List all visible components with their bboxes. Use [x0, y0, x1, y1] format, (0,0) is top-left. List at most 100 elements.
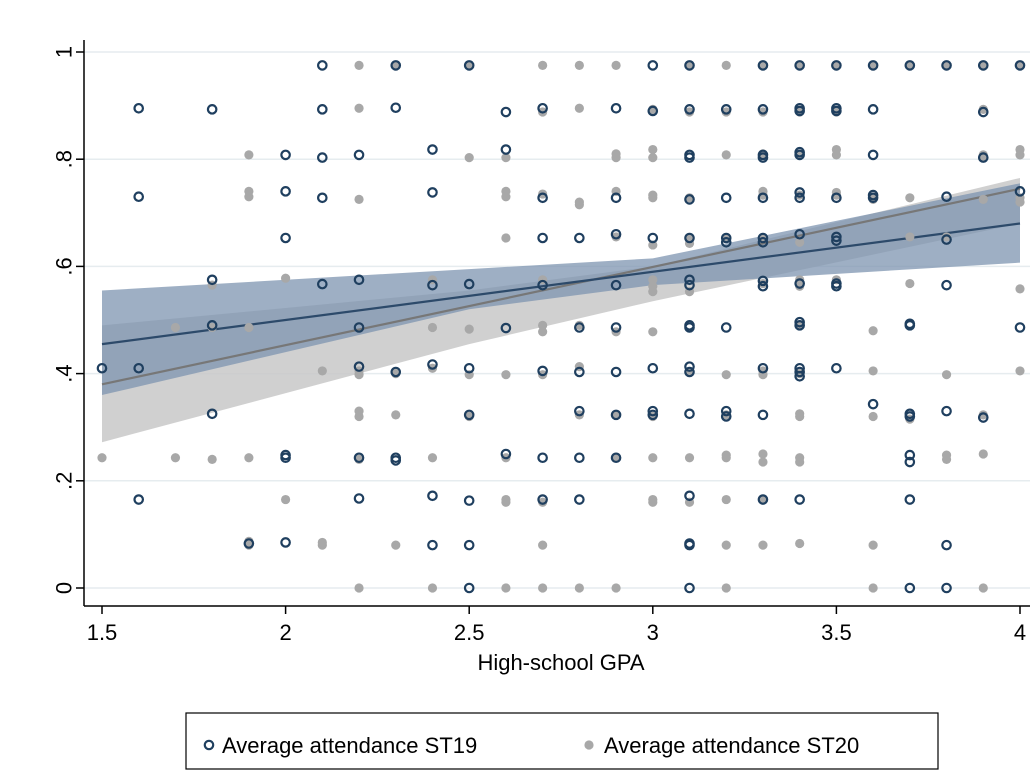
data-point-st20 — [464, 324, 474, 334]
data-point-st20 — [758, 60, 768, 70]
confidence-bands — [102, 177, 1020, 443]
data-point-st19 — [941, 191, 952, 203]
data-point-st19 — [941, 60, 952, 71]
data-point-st19 — [684, 60, 695, 71]
data-point-st20 — [795, 237, 805, 247]
data-point-st19 — [684, 582, 695, 594]
data-point-st19 — [794, 105, 805, 117]
data-point-st19 — [684, 366, 695, 378]
y-tick-label: .8 — [52, 150, 77, 168]
data-point-st20 — [538, 320, 548, 330]
data-point-st19 — [317, 278, 328, 290]
data-point-st20 — [611, 60, 621, 70]
data-point-st19 — [500, 106, 512, 118]
data-point-st19 — [206, 104, 218, 115]
data-point-st19 — [647, 409, 659, 421]
data-point-st19 — [941, 405, 952, 417]
data-point-st20 — [317, 366, 327, 376]
data-point-st19 — [133, 362, 145, 374]
data-point-st20 — [905, 278, 915, 289]
data-point-st20 — [574, 103, 584, 113]
data-point-st19 — [684, 152, 695, 163]
data-point-st19 — [390, 102, 402, 114]
data-point-st19 — [537, 494, 548, 505]
fit-line-series-1 — [101, 187, 1021, 386]
data-point-st20 — [978, 194, 988, 204]
data-point-st19 — [794, 494, 805, 505]
data-point-st19 — [537, 192, 548, 204]
data-point-st19 — [794, 192, 805, 204]
data-point-st19 — [280, 232, 291, 244]
data-point-st19 — [904, 582, 916, 594]
data-point-st19 — [794, 366, 805, 378]
data-point-st19 — [904, 60, 916, 71]
data-point-st20 — [758, 107, 768, 117]
data-point-st19 — [574, 405, 585, 417]
data-point-st20 — [684, 60, 695, 70]
data-point-st19 — [537, 102, 548, 114]
data-point-st19 — [500, 144, 512, 155]
data-point-st19 — [353, 149, 365, 161]
y-tick-label: .6 — [52, 257, 77, 275]
data-point-st20 — [831, 150, 842, 160]
data-point-st19 — [684, 490, 695, 502]
data-point-st20 — [795, 538, 805, 549]
data-point-st20 — [354, 60, 364, 70]
data-point-st19 — [647, 405, 659, 417]
data-point-st19 — [720, 192, 732, 204]
data-point-st19 — [794, 60, 805, 71]
x-tick-label: 1.5 — [87, 620, 118, 645]
data-point-st19 — [867, 149, 879, 161]
x-tick-label: 3 — [647, 620, 659, 645]
data-point-st20 — [648, 327, 658, 337]
data-point-st20 — [868, 583, 878, 593]
data-point-st20 — [611, 583, 621, 593]
data-point-st19 — [941, 234, 952, 245]
data-point-st19 — [831, 362, 842, 374]
data-point-st20 — [538, 327, 548, 337]
data-point-st20 — [758, 449, 768, 459]
data-point-st19 — [794, 278, 805, 289]
data-point-st20 — [354, 411, 364, 422]
data-point-st19 — [647, 232, 659, 244]
data-point-st19 — [977, 106, 989, 118]
data-point-st19 — [280, 149, 291, 161]
data-point-st19 — [317, 60, 328, 71]
data-point-st19 — [684, 322, 695, 333]
data-point-st19 — [427, 490, 438, 502]
data-point-st19 — [427, 539, 438, 551]
data-point-st19 — [904, 494, 916, 505]
data-point-st19 — [684, 539, 695, 551]
data-point-st19 — [133, 102, 145, 114]
data-point-st19 — [794, 320, 805, 331]
data-point-st20 — [831, 190, 842, 200]
data-point-st19 — [574, 452, 585, 464]
data-point-st19 — [537, 232, 548, 244]
data-point-st20 — [501, 497, 511, 507]
data-point-st19 — [684, 232, 695, 244]
data-point-st19 — [720, 411, 732, 422]
data-point-st20 — [464, 152, 474, 163]
data-point-st19 — [757, 236, 769, 248]
data-point-st19 — [206, 408, 218, 420]
x-tick-label: 3.5 — [821, 620, 852, 645]
data-point-st19 — [977, 152, 989, 163]
data-point-st20 — [354, 370, 364, 380]
data-point-st19 — [684, 408, 695, 420]
data-point-st20 — [868, 326, 878, 336]
data-point-st20 — [648, 144, 658, 155]
data-point-st20 — [758, 494, 768, 505]
data-point-st19 — [867, 398, 879, 410]
data-point-st19 — [427, 279, 438, 291]
data-point-st19 — [206, 320, 218, 331]
data-point-st19 — [610, 228, 622, 240]
data-point-st19 — [1014, 322, 1026, 333]
data-point-st20 — [648, 193, 658, 203]
data-point-st19 — [684, 279, 695, 291]
data-point-st19 — [757, 494, 769, 505]
data-point-st19 — [610, 452, 622, 464]
data-point-st20 — [978, 152, 988, 163]
data-point-st20 — [721, 453, 731, 463]
x-axis-title: High-school GPA — [477, 650, 644, 675]
data-point-st19 — [574, 322, 585, 333]
